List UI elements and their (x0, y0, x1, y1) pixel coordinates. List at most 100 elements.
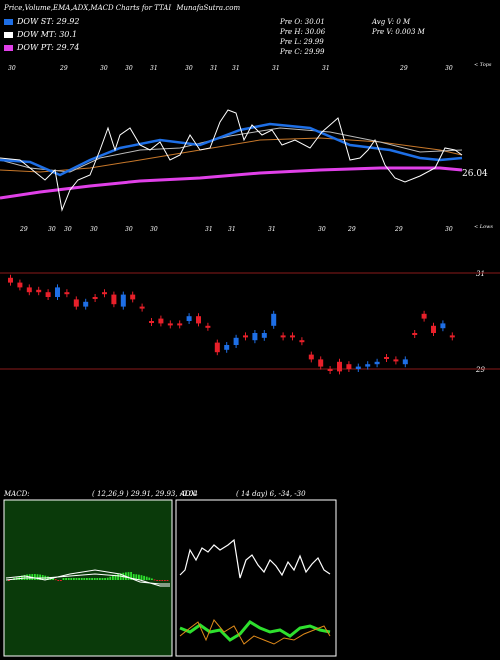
candle (64, 292, 70, 295)
top-date-label: 29 (399, 65, 408, 72)
macd-histogram-bar (164, 580, 166, 581)
macd-histogram-bar (99, 578, 101, 580)
macd-histogram-bar (21, 575, 23, 580)
macd-histogram-bar (127, 572, 130, 580)
candle (318, 359, 324, 367)
quote-low: Pre L: 29.99 (280, 38, 324, 46)
candle-date-label: 30 (150, 226, 158, 233)
candle (196, 316, 201, 324)
quote-prev-volume: Pre V: 0.003 M (372, 28, 425, 36)
macd-histogram-bar (101, 578, 104, 580)
candle (45, 292, 51, 297)
top-date-label: 30 (100, 65, 108, 72)
candle (384, 357, 389, 359)
top-date-label: 29 (59, 65, 68, 72)
ema-short-line (0, 122, 463, 177)
candle-date-label: 29 (19, 226, 28, 233)
candle (102, 292, 107, 295)
level-label-29: 29 (476, 366, 485, 374)
candle (8, 277, 13, 283)
legend-swatch-st (4, 18, 13, 25)
quote-open: Pre O: 30.01 (280, 18, 325, 26)
top-date-label: 30 (185, 65, 193, 72)
macd-histogram-bar (83, 578, 86, 580)
adx-panel (179, 538, 331, 645)
macd-histogram-bar (161, 580, 164, 581)
macd-histogram-bar (140, 575, 143, 580)
level-label-31: 31 (476, 270, 485, 278)
candle (186, 316, 192, 321)
candle (167, 323, 173, 326)
ema-long-line (0, 166, 463, 200)
candle (177, 323, 183, 326)
candle (111, 294, 117, 305)
macd-histogram-bar (151, 578, 153, 580)
candle (149, 321, 154, 323)
top-date-label: 31 (210, 65, 218, 72)
candle (17, 282, 23, 288)
macd-histogram-bar (39, 574, 41, 580)
candle-date-label: 30 (48, 226, 56, 233)
macd-panel (5, 569, 170, 587)
candle (374, 361, 380, 365)
macd-histogram-bar (93, 578, 96, 580)
macd-histogram-bar (119, 573, 122, 580)
macd-histogram-bar (65, 578, 67, 580)
candle (299, 340, 305, 343)
macd-histogram-bar (156, 580, 158, 581)
price-line (0, 109, 463, 212)
macd-histogram-bar (75, 578, 78, 580)
macd-histogram-bar (8, 580, 10, 581)
macd-histogram-bar (91, 578, 93, 580)
macd-histogram-bar (158, 580, 161, 581)
adx-panel-bg (175, 499, 337, 657)
quote-avg-volume: Avg V: 0 M (372, 18, 411, 26)
macd-histogram-bar (135, 574, 138, 580)
macd-signal-line (5, 573, 170, 587)
macd-histogram-bar (114, 574, 117, 580)
top-date-label: 31 (150, 65, 158, 72)
candle (224, 345, 230, 350)
legend-item-st: DOW ST: 29.92 (4, 17, 79, 26)
candle (55, 287, 60, 297)
quote-high: Pre H: 30.06 (280, 28, 326, 36)
macd-histogram-bar (112, 575, 114, 580)
ema-extra-line (0, 137, 463, 173)
candle (73, 299, 79, 307)
macd-histogram-bar (153, 579, 156, 581)
candle (120, 294, 126, 307)
macd-histogram-bar (26, 574, 28, 580)
macd-histogram-bar (52, 578, 54, 580)
macd-histogram-bar (104, 578, 106, 580)
adx-minus-di-line (179, 619, 331, 645)
macd-title: MACD: (4, 490, 30, 498)
candlestick-panel (8, 274, 455, 375)
macd-histogram-bar (148, 577, 151, 580)
candle (280, 335, 286, 338)
top-date-label: 31 (272, 65, 280, 72)
candle (130, 294, 136, 300)
candle-date-label: 31 (205, 226, 213, 233)
candle-date-label: 29 (347, 226, 356, 233)
macd-values: ( 12,26,9 ) 29.91, 29.93, -0.04 (92, 490, 198, 498)
candle (355, 366, 361, 369)
candle (308, 354, 314, 360)
macd-histogram-bar (109, 576, 112, 580)
candle (158, 318, 164, 324)
top-date-label: 31 (322, 65, 330, 72)
candle (290, 335, 295, 338)
macd-histogram-bar (62, 578, 65, 580)
macd-histogram-bar (34, 574, 36, 580)
macd-histogram-bar (57, 580, 60, 581)
candle (243, 335, 248, 338)
candle (252, 333, 258, 341)
macd-histogram-bar (78, 578, 80, 580)
candle (402, 359, 408, 365)
top-date-label: 30 (8, 65, 16, 72)
macd-histogram-bar (86, 578, 88, 580)
top-date-label: 30 (445, 65, 453, 72)
macd-histogram-bar (54, 579, 57, 581)
lows-label: < Lows (474, 224, 493, 230)
candle (431, 325, 436, 333)
macd-histogram-bar (106, 577, 109, 580)
